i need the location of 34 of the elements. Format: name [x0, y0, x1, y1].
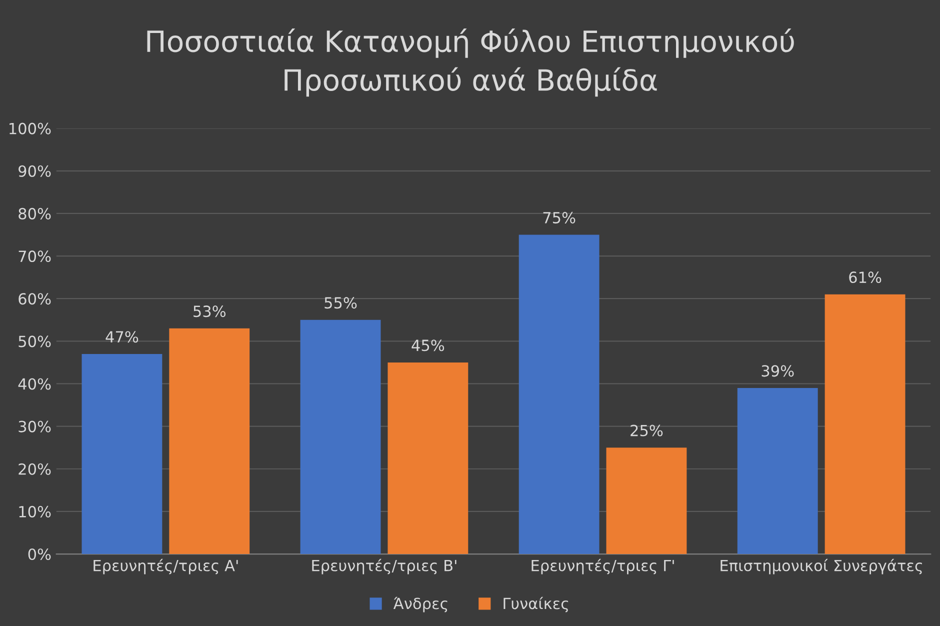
y-tick-label: 50%	[18, 336, 51, 348]
x-tick-label: Επιστημονικοί Συνεργάτες	[720, 558, 922, 574]
data-label: 47%	[106, 331, 138, 343]
chart-title: Ποσοστιαία Κατανομή Φύλου Επιστημονικού Προσωπικού ανά Βαθμίδα	[147, 28, 794, 97]
bar	[737, 388, 818, 554]
y-tick-label: 10%	[19, 506, 51, 518]
bar	[824, 294, 906, 554]
bar	[300, 320, 381, 554]
x-tick-label: Ερευνητές/τριες Γ'	[532, 558, 674, 574]
data-label: 75%	[543, 212, 576, 224]
data-label: 61%	[849, 271, 882, 284]
data-label: 55%	[324, 297, 357, 309]
y-tick-label: 20%	[18, 463, 51, 475]
data-label: 53%	[194, 306, 226, 318]
bar	[388, 362, 468, 554]
legend-label: Άνδρες	[393, 596, 448, 612]
bar	[169, 328, 250, 554]
x-tick-label: Ερευνητές/τριες Α'	[94, 558, 238, 574]
y-tick-label: 90%	[18, 165, 51, 177]
y-tick-label: 40%	[18, 378, 51, 390]
y-tick-label: 100%	[10, 122, 51, 134]
data-label: 45%	[412, 340, 444, 352]
y-tick-label: 70%	[18, 250, 51, 262]
x-tick-label: Ερευνητές/τριες Β'	[312, 558, 456, 574]
bar	[518, 234, 600, 554]
data-label: 39%	[762, 365, 794, 377]
y-tick-label: 30%	[18, 420, 51, 432]
y-tick-label: 0%	[28, 548, 51, 560]
y-tick-label: 60%	[18, 293, 51, 305]
bar	[82, 354, 162, 554]
y-tick-label: 80%	[18, 208, 51, 220]
data-label: 25%	[630, 424, 663, 436]
bar	[606, 448, 687, 554]
legend-label: Γυναίκες	[504, 596, 568, 612]
